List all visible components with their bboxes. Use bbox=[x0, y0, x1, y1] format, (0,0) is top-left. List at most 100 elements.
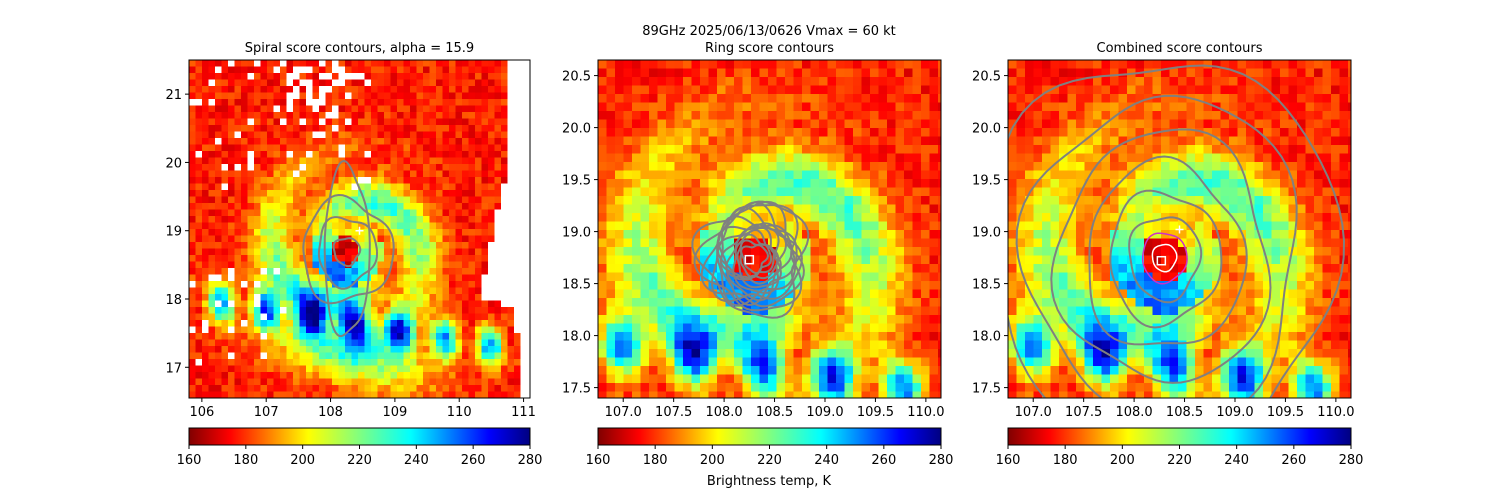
heatmap-cell bbox=[1339, 128, 1349, 137]
heatmap-cell bbox=[364, 235, 372, 243]
heatmap-cell bbox=[397, 209, 404, 217]
heatmap-cell bbox=[700, 374, 709, 384]
heatmap-cell bbox=[1288, 60, 1298, 69]
heatmap-cell bbox=[189, 333, 196, 340]
heatmap-cell bbox=[234, 105, 242, 113]
heatmap-cell bbox=[921, 162, 930, 171]
heatmap-cell bbox=[390, 346, 398, 353]
heatmap-cell bbox=[878, 238, 888, 248]
heatmap-cell bbox=[390, 138, 398, 145]
heatmap-cell bbox=[410, 385, 417, 392]
heatmap-cell bbox=[488, 235, 495, 243]
heatmap-cell bbox=[234, 326, 242, 334]
heatmap-cell bbox=[623, 366, 633, 375]
heatmap-cell bbox=[468, 372, 476, 379]
heatmap-cell bbox=[844, 221, 854, 231]
heatmap-cell bbox=[742, 170, 752, 180]
heatmap-cell bbox=[742, 323, 752, 333]
heatmap-cell bbox=[221, 372, 229, 379]
heatmap-cell bbox=[683, 111, 692, 120]
heatmap-cell bbox=[606, 357, 616, 367]
heatmap-cell bbox=[853, 238, 862, 248]
heatmap-cell bbox=[527, 352, 530, 360]
heatmap-cell bbox=[351, 164, 359, 171]
heatmap-cell bbox=[1314, 77, 1323, 86]
heatmap-cell bbox=[615, 119, 624, 129]
heatmap-cell bbox=[861, 187, 871, 197]
heatmap-cell bbox=[208, 378, 216, 386]
heatmap-cell bbox=[358, 144, 365, 152]
heatmap-cell bbox=[390, 268, 398, 275]
heatmap-cell bbox=[700, 204, 709, 214]
heatmap-cell bbox=[514, 326, 521, 334]
y-tick-label: 19 bbox=[165, 225, 182, 240]
heatmap-cell bbox=[598, 323, 607, 333]
heatmap-cell bbox=[416, 359, 424, 366]
heatmap-cell bbox=[904, 366, 913, 375]
heatmap-cell bbox=[345, 157, 352, 165]
heatmap-cell bbox=[488, 144, 495, 152]
heatmap-cell bbox=[299, 261, 307, 269]
heatmap-cell bbox=[1093, 102, 1102, 112]
heatmap-cell bbox=[286, 281, 294, 288]
heatmap-cell bbox=[195, 307, 203, 314]
heatmap-cell bbox=[768, 60, 777, 69]
heatmap-cell bbox=[468, 157, 476, 165]
heatmap-cell bbox=[195, 242, 203, 249]
heatmap-cell bbox=[319, 346, 326, 353]
heatmap-cell bbox=[691, 179, 701, 188]
heatmap-cell bbox=[1169, 128, 1179, 137]
heatmap-cell bbox=[384, 235, 391, 243]
heatmap-cell bbox=[759, 349, 769, 358]
heatmap-cell bbox=[358, 333, 365, 340]
heatmap-cell bbox=[319, 365, 326, 373]
heatmap-cell bbox=[657, 349, 667, 358]
heatmap-cell bbox=[325, 372, 333, 379]
heatmap-cell bbox=[455, 365, 463, 373]
heatmap-cell bbox=[520, 151, 528, 158]
heatmap-cell bbox=[410, 170, 417, 178]
heatmap-cell bbox=[527, 294, 530, 301]
heatmap-cell bbox=[377, 333, 385, 340]
heatmap-cell bbox=[267, 261, 274, 269]
heatmap-cell bbox=[844, 196, 854, 205]
heatmap-cell bbox=[384, 105, 391, 113]
heatmap-cell bbox=[878, 204, 888, 214]
heatmap-cell bbox=[189, 339, 196, 347]
heatmap-cell bbox=[1101, 145, 1111, 154]
heatmap-cell bbox=[397, 287, 404, 295]
heatmap-cell bbox=[247, 170, 255, 178]
heatmap-cell bbox=[325, 229, 333, 236]
heatmap-cell bbox=[520, 352, 528, 360]
heatmap-cell bbox=[260, 112, 268, 119]
heatmap-cell bbox=[514, 92, 521, 100]
heatmap-cell bbox=[1025, 111, 1034, 120]
heatmap-cell bbox=[751, 281, 760, 290]
heatmap-cell bbox=[319, 339, 326, 347]
heatmap-cell bbox=[507, 203, 515, 210]
heatmap-cell bbox=[827, 68, 837, 78]
heatmap-cell bbox=[734, 323, 743, 333]
heatmap-cell bbox=[836, 366, 845, 375]
heatmap-cell bbox=[717, 111, 726, 120]
heatmap-cell bbox=[449, 268, 456, 275]
heatmap-cell bbox=[325, 222, 333, 230]
heatmap-cell bbox=[429, 313, 437, 321]
heatmap-cell bbox=[325, 385, 333, 392]
heatmap-cell bbox=[254, 66, 261, 74]
heatmap-cell bbox=[358, 359, 365, 366]
heatmap-cell bbox=[640, 162, 650, 171]
heatmap-cell bbox=[844, 281, 854, 290]
heatmap-cell bbox=[325, 339, 333, 347]
heatmap-cell bbox=[390, 320, 398, 327]
heatmap-cell bbox=[358, 196, 365, 204]
heatmap-cell bbox=[810, 102, 820, 112]
heatmap-cell bbox=[351, 333, 359, 340]
heatmap-cell bbox=[195, 170, 203, 178]
heatmap-cell bbox=[195, 216, 203, 223]
heatmap-cell bbox=[319, 131, 326, 139]
heatmap-cell bbox=[1348, 102, 1351, 112]
heatmap-cell bbox=[403, 268, 411, 275]
heatmap-cell bbox=[280, 242, 287, 249]
heatmap-cell bbox=[254, 294, 261, 301]
